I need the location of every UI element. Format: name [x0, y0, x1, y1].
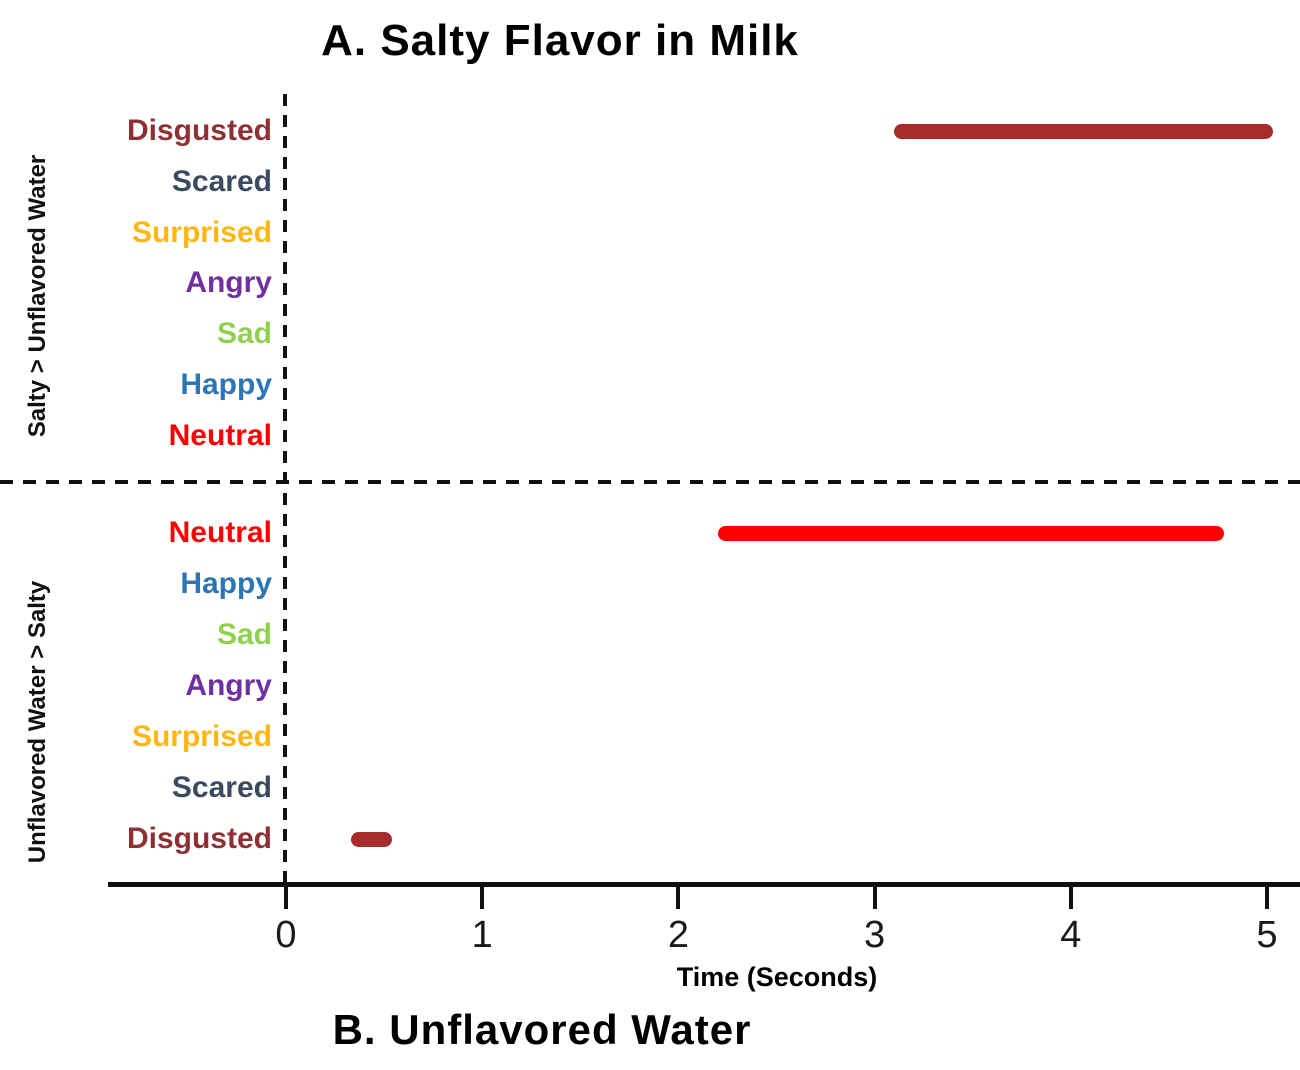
- emotion-label-b-happy: Happy: [180, 567, 272, 600]
- x-tick-4: [1068, 884, 1073, 909]
- panel-divider-dashed-line: [0, 480, 1300, 484]
- interval-bar-a-disgusted: [894, 123, 1273, 139]
- x-tick-0: [284, 884, 288, 909]
- emotion-label-b-angry: Angry: [185, 669, 272, 702]
- emotion-label-a-angry: Angry: [185, 266, 272, 300]
- emotion-label-a-happy: Happy: [180, 368, 272, 401]
- x-tick-5: [1265, 884, 1269, 909]
- emotion-label-a-surprised: Surprised: [131, 215, 272, 249]
- emotion-label-a-sad: Sad: [216, 317, 272, 351]
- emotion-label-b-disgusted: Disgusted: [126, 822, 272, 855]
- x-tick-label-5: 5: [1256, 914, 1278, 956]
- emotion-label-b-neutral: Neutral: [168, 516, 272, 549]
- x-tick-label-4: 4: [1060, 914, 1082, 956]
- panel-b-title: B. Unflavored Water: [332, 1006, 752, 1053]
- emotion-label-a-neutral: Neutral: [168, 418, 272, 452]
- emotion-label-b-surprised: Surprised: [131, 720, 272, 753]
- x-tick-label-3: 3: [864, 914, 886, 956]
- interval-bar-b-disgusted: [350, 831, 392, 847]
- x-tick-label-0: 0: [275, 914, 297, 956]
- x-axis-line: [108, 882, 1300, 887]
- x-tick-2: [676, 884, 681, 909]
- x-tick-3: [872, 884, 877, 909]
- emotion-label-a-scared: Scared: [171, 164, 272, 198]
- x-tick-label-1: 1: [471, 914, 493, 956]
- interval-bar-b-neutral: [717, 525, 1224, 541]
- x-axis-label: Time (Seconds): [676, 962, 878, 992]
- emotion-label-a-disgusted: Disgusted: [126, 114, 272, 147]
- x-tick-1: [480, 884, 485, 909]
- zero-reference-dashed-line: [283, 94, 287, 886]
- x-tick-label-2: 2: [667, 914, 689, 956]
- emotion-label-b-sad: Sad: [216, 618, 272, 651]
- panel-a-title: A. Salty Flavor in Milk: [321, 16, 799, 65]
- emotion-label-b-scared: Scared: [171, 771, 272, 804]
